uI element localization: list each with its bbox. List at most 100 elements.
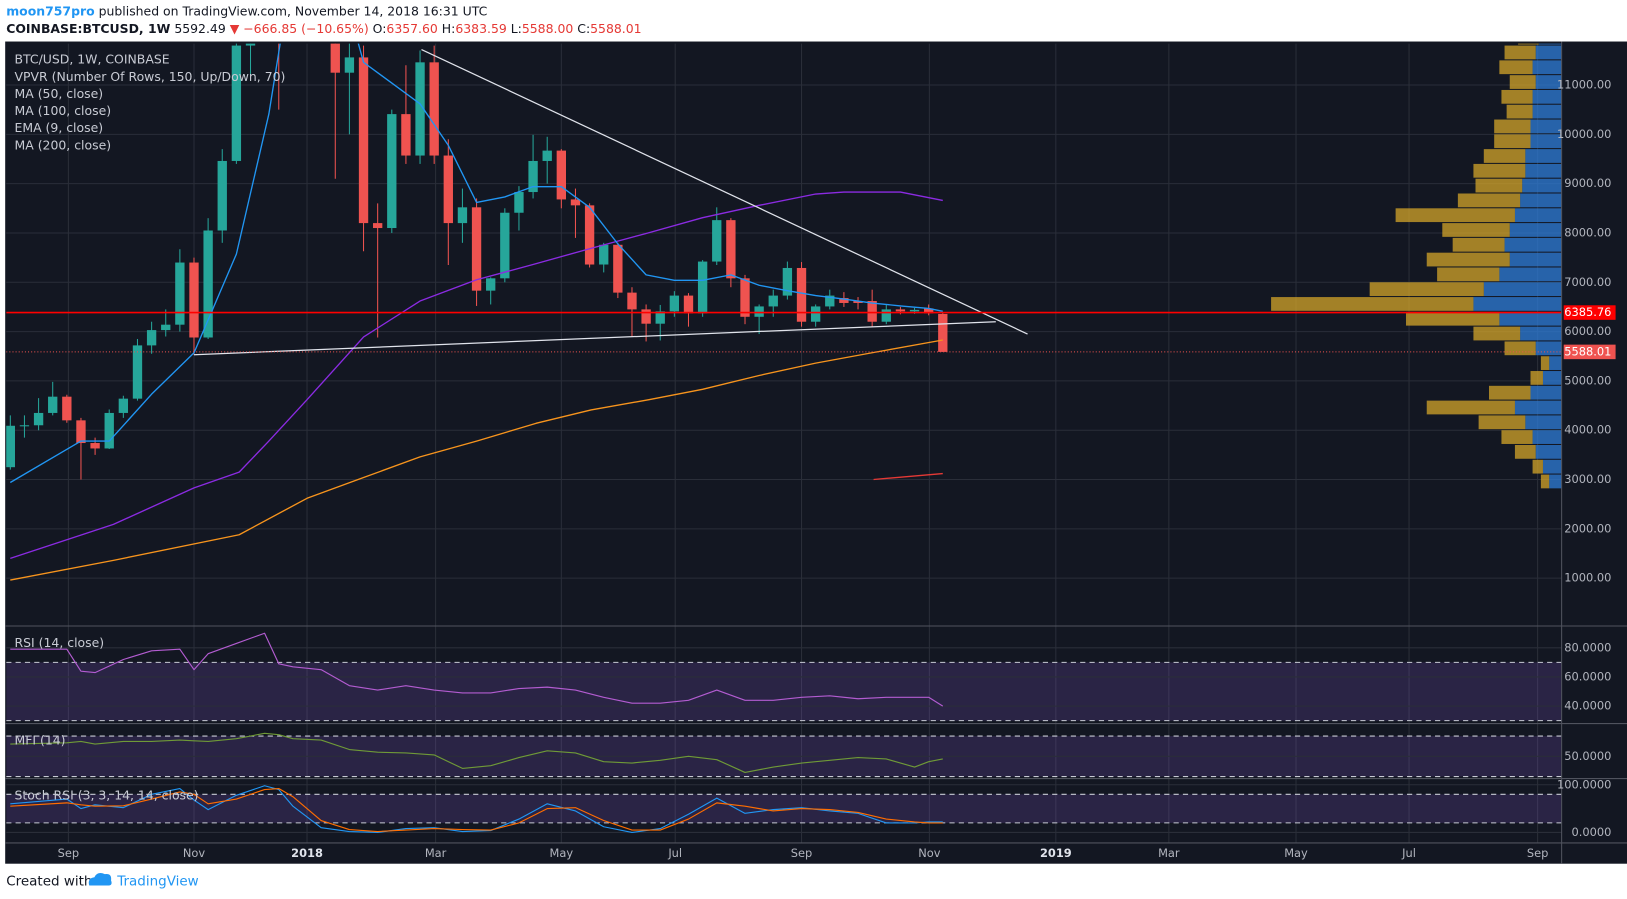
candle-body: [76, 420, 86, 444]
vpvr-down: [1478, 415, 1526, 430]
vpvr-down: [1442, 223, 1510, 237]
vpvr-up: [1499, 311, 1562, 326]
vpvr-up: [1549, 474, 1562, 489]
vpvr-up: [1520, 193, 1562, 208]
legend-entry: MA (50, close): [15, 86, 104, 101]
vpvr-down: [1488, 385, 1531, 400]
vpvr-down: [1540, 474, 1550, 489]
candle-body: [924, 308, 934, 314]
vpvr-down: [1426, 252, 1510, 267]
candle-body: [372, 223, 383, 229]
vpvr-up: [1522, 178, 1562, 193]
candle-body: [853, 301, 863, 303]
vpvr-up: [1530, 385, 1562, 400]
candle-body: [415, 62, 425, 156]
vpvr-down: [1504, 45, 1536, 60]
vpvr-down: [1540, 356, 1550, 370]
y-tick-label: 8000.00: [1564, 225, 1611, 239]
candle-body: [754, 306, 764, 317]
candle-body: [740, 278, 750, 317]
candle-body: [189, 262, 199, 338]
candle-body: [146, 330, 157, 346]
y-tick-label: 4000.00: [1564, 423, 1611, 437]
vpvr-down: [1437, 267, 1500, 282]
vpvr-up: [1525, 415, 1562, 430]
grid: [5, 43, 1627, 843]
x-tick-label: 2018: [291, 846, 323, 860]
vpvr-up: [1532, 104, 1562, 119]
footer-text: Created with: [6, 873, 92, 889]
vpvr-up: [1525, 149, 1562, 163]
vpvr-up: [1483, 282, 1562, 297]
symbol-line: COINBASE:BTCUSD, 1W 5592.49 ▼ −666.85 (−…: [6, 21, 641, 36]
x-tick-label: Sep: [58, 846, 79, 860]
candle-body: [796, 267, 807, 322]
vpvr-up: [1532, 60, 1562, 75]
vpvr-down: [1494, 119, 1531, 134]
candle-body: [217, 160, 227, 231]
pane-title: RSI (14, close): [15, 635, 105, 650]
x-tick-label: Sep: [791, 846, 812, 860]
candle-body: [655, 311, 665, 324]
legend-entry: MA (100, close): [15, 103, 112, 118]
vpvr-up: [1535, 445, 1562, 459]
trend-line: [194, 321, 996, 356]
vpvr-down: [1369, 282, 1484, 297]
author[interactable]: moon757pro: [6, 3, 95, 18]
candle-body: [669, 295, 680, 312]
chart-background: [5, 41, 1627, 864]
legend-entry: VPVR (Number Of Rows, 150, Up/Down, 70): [15, 69, 286, 84]
vpvr-up: [1514, 400, 1562, 415]
candle-body: [556, 150, 567, 200]
candle-body: [514, 192, 524, 213]
y-tick-label: 0.0000: [1572, 825, 1612, 839]
x-tick-label: Sep: [1527, 846, 1548, 860]
published: published on TradingView.com, November 1…: [99, 3, 488, 18]
candle-body: [938, 313, 948, 352]
candle-body: [825, 295, 835, 307]
candle-body: [90, 443, 100, 449]
brand[interactable]: TradingView: [116, 873, 198, 889]
candle-body: [528, 160, 538, 193]
price-label: 6385.76: [1564, 305, 1611, 319]
y-tick-label: 5000.00: [1564, 373, 1611, 387]
y-tick-label: 11000.00: [1557, 78, 1611, 92]
candle-body: [175, 262, 185, 325]
ohlc-label: H:: [442, 21, 456, 36]
band-fill: [6, 662, 1562, 721]
vpvr-down: [1509, 75, 1536, 89]
candle-body: [161, 324, 171, 331]
vpvr-down: [1501, 430, 1533, 444]
candle-body: [641, 309, 651, 324]
candle-body: [542, 150, 552, 161]
moving-average: [10, 191, 943, 560]
stoch-pane: [6, 784, 1562, 834]
vpvr-up: [1530, 119, 1562, 134]
vpvr-up: [1542, 371, 1562, 385]
change-arrow: ▼: [230, 21, 240, 36]
candle-body: [401, 114, 411, 156]
candle-body: [443, 155, 453, 224]
trend-line: [421, 48, 1028, 335]
indicator-line: [10, 732, 943, 774]
candle-body: [584, 205, 595, 265]
y-tick-label: 100.0000: [1557, 777, 1611, 791]
moving-average: [873, 472, 943, 481]
candle-body: [867, 301, 877, 322]
candle-body: [344, 57, 355, 73]
vpvr-up: [1514, 208, 1562, 223]
vpvr-up: [1530, 134, 1562, 149]
axes: Sep Nov 2018 Mar May Jul Sep Nov 2019 Mar May Jul Se…: [15, 52, 1616, 860]
ohlc-value: 5588.00: [522, 21, 574, 36]
candle-body: [457, 207, 468, 224]
candle-body: [358, 57, 369, 224]
candle-body: [330, 43, 340, 73]
candle-body: [627, 292, 637, 310]
logo: [88, 873, 112, 886]
mfi-pane: [6, 732, 1562, 778]
indicator-line: [10, 785, 943, 834]
vpvr-up: [1504, 237, 1562, 252]
candle-body: [471, 207, 482, 291]
vpvr-down: [1395, 208, 1515, 223]
vpvr-down: [1457, 193, 1521, 208]
